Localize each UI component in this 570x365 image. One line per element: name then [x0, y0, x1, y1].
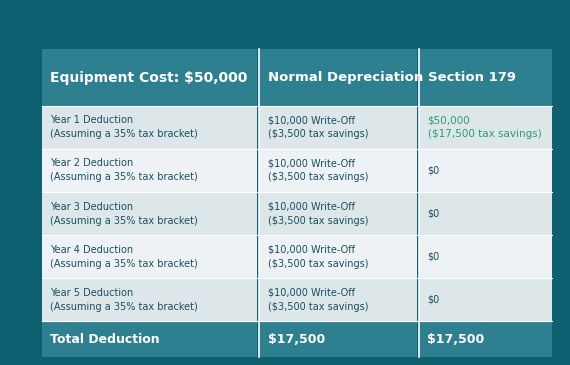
Bar [419, 278, 552, 321]
Bar [259, 321, 417, 357]
Text: $10,000 Write-Off
($3,500 tax savings): $10,000 Write-Off ($3,500 tax savings) [268, 288, 368, 312]
Bar [419, 106, 552, 149]
Text: $10,000 Write-Off
($3,500 tax savings): $10,000 Write-Off ($3,500 tax savings) [268, 201, 368, 226]
Text: Year 4 Deduction
(Assuming a 35% tax bracket): Year 4 Deduction (Assuming a 35% tax bra… [50, 245, 198, 269]
Text: Year 1 Deduction
(Assuming a 35% tax bracket): Year 1 Deduction (Assuming a 35% tax bra… [50, 115, 198, 139]
Text: $50,000
($17,500 tax savings): $50,000 ($17,500 tax savings) [428, 115, 542, 139]
Text: $17,500: $17,500 [268, 333, 325, 346]
Bar [259, 149, 417, 192]
Bar [419, 49, 552, 106]
Text: $10,000 Write-Off
($3,500 tax savings): $10,000 Write-Off ($3,500 tax savings) [268, 245, 368, 269]
Bar [42, 106, 257, 149]
Bar [42, 49, 257, 106]
Bar [42, 321, 257, 357]
Text: Year 3 Deduction
(Assuming a 35% tax bracket): Year 3 Deduction (Assuming a 35% tax bra… [50, 201, 198, 226]
Text: $0: $0 [428, 165, 439, 176]
Bar [42, 192, 257, 235]
Bar [419, 321, 552, 357]
Bar [419, 149, 552, 192]
Text: Equipment Cost: $50,000: Equipment Cost: $50,000 [50, 70, 247, 85]
Bar [259, 235, 417, 278]
Bar [42, 278, 257, 321]
Text: $17,500: $17,500 [428, 333, 484, 346]
Text: $10,000 Write-Off
($3,500 tax savings): $10,000 Write-Off ($3,500 tax savings) [268, 115, 368, 139]
Text: $0: $0 [428, 295, 439, 305]
Bar [419, 235, 552, 278]
Bar [259, 49, 417, 106]
Text: Year 5 Deduction
(Assuming a 35% tax bracket): Year 5 Deduction (Assuming a 35% tax bra… [50, 288, 198, 312]
Text: $0: $0 [428, 208, 439, 219]
Bar [419, 192, 552, 235]
Bar [259, 106, 417, 149]
Text: Section 179: Section 179 [428, 71, 515, 84]
Text: Normal Depreciation: Normal Depreciation [268, 71, 423, 84]
Bar [42, 235, 257, 278]
Text: Total Deduction: Total Deduction [50, 333, 160, 346]
Bar [42, 149, 257, 192]
Bar [259, 192, 417, 235]
Text: Year 2 Deduction
(Assuming a 35% tax bracket): Year 2 Deduction (Assuming a 35% tax bra… [50, 158, 198, 182]
Text: $0: $0 [428, 251, 439, 262]
Text: $10,000 Write-Off
($3,500 tax savings): $10,000 Write-Off ($3,500 tax savings) [268, 158, 368, 182]
Bar [259, 278, 417, 321]
